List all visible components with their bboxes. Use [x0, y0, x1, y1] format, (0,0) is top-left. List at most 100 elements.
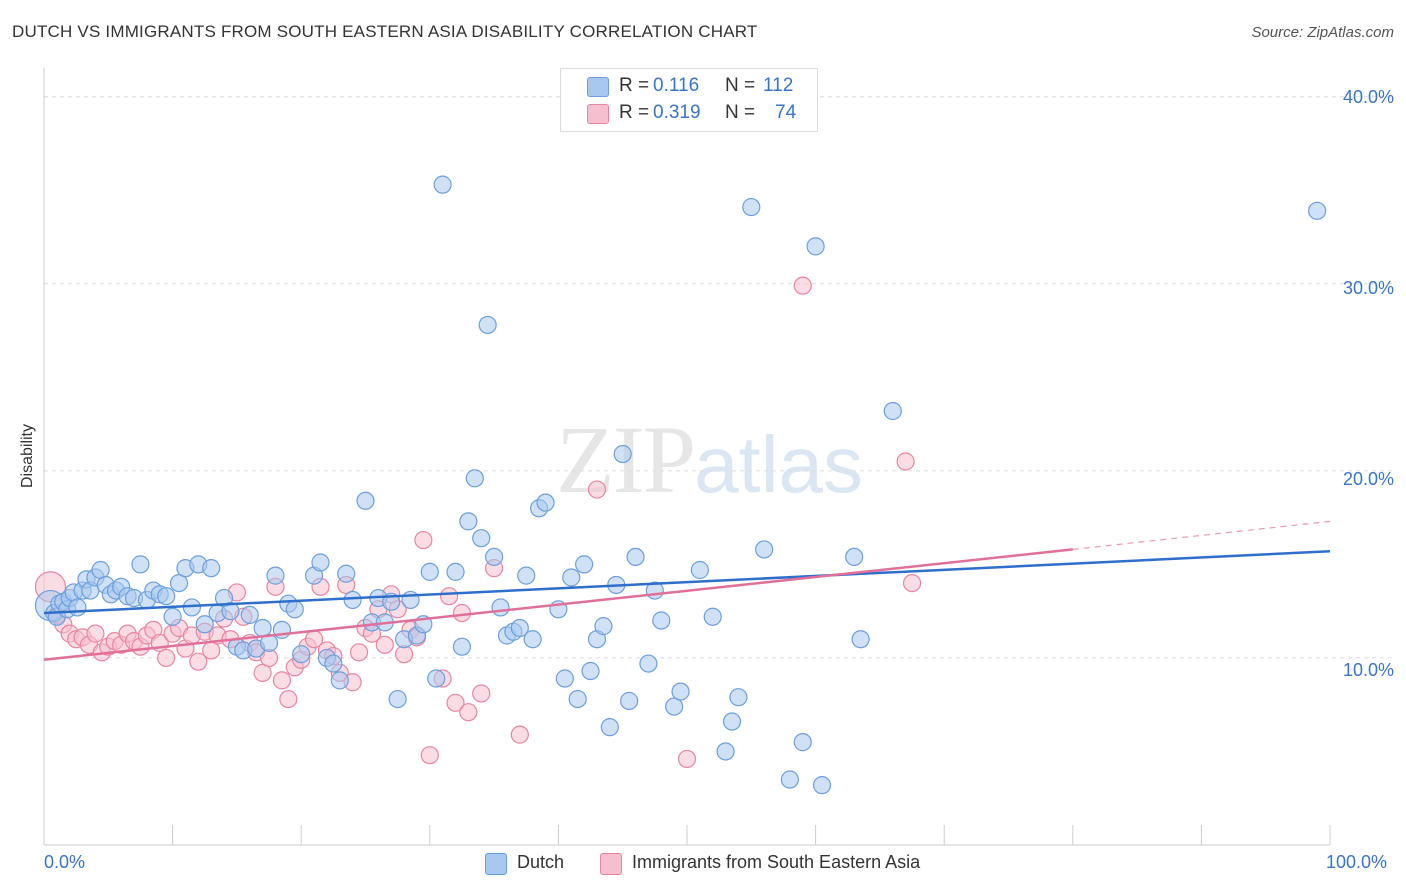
dutch-point	[169, 573, 189, 593]
dutch-point	[388, 689, 407, 709]
n-value: 112	[763, 75, 794, 96]
y-tick-label-20: 20.0%	[1342, 469, 1394, 489]
dutch-point	[793, 733, 812, 752]
asia-point	[279, 689, 298, 709]
dutch-point	[517, 566, 536, 585]
dutch-point	[68, 598, 87, 617]
dutch-point	[157, 587, 176, 606]
asia-point	[349, 643, 369, 662]
asia-trend-extension	[1072, 520, 1331, 551]
dutch-point	[581, 661, 600, 681]
asia-swatch	[587, 104, 609, 124]
dutch-point	[292, 645, 311, 664]
dutch-point	[1308, 201, 1327, 220]
r-label: R =	[619, 102, 650, 123]
dutch-point	[536, 493, 555, 512]
y-tick-label-30: 30.0%	[1342, 278, 1394, 298]
dutch-point	[324, 654, 343, 673]
dutch-point	[478, 315, 497, 335]
legend-label-dutch: Dutch	[517, 852, 565, 872]
asia-point	[446, 693, 465, 712]
asia-point	[375, 635, 394, 654]
dutch-point	[690, 560, 709, 580]
n-label: N =	[725, 102, 756, 123]
dutch-point	[452, 637, 472, 656]
r-label: R =	[619, 75, 650, 96]
source-label: Source: ZipAtlas.com	[1251, 24, 1394, 41]
dutch-point	[330, 671, 349, 690]
watermark-atlas: atlas	[694, 420, 863, 509]
asia-point	[587, 480, 607, 499]
asia-point	[157, 648, 176, 668]
dutch-point	[491, 598, 510, 617]
dutch-point	[568, 689, 587, 709]
dutch-point	[240, 605, 259, 625]
asia-point	[420, 746, 439, 765]
dutch-point	[221, 602, 240, 621]
dutch-point	[202, 559, 221, 578]
legend-label-asia: Immigrants from South Eastern Asia	[632, 852, 921, 872]
dutch-point	[131, 555, 150, 574]
dutch-point	[356, 491, 375, 510]
x-tick-label-max: 100.0%	[1326, 852, 1388, 872]
dutch-point	[639, 654, 658, 673]
asia-point	[272, 671, 292, 690]
dutch-point	[465, 469, 484, 488]
correlation-legend: R = 0.116 N = 112 R = 0.319 N = 74	[560, 68, 818, 132]
dutch-swatch	[587, 77, 609, 97]
dutch-point	[652, 611, 671, 630]
dutch-point	[626, 547, 645, 567]
dutch-point	[613, 444, 632, 464]
asia-point	[459, 703, 478, 722]
dutch-point	[851, 630, 870, 649]
asia-legend-swatch	[600, 853, 622, 875]
dutch-point	[311, 553, 330, 572]
asia-point	[677, 749, 697, 769]
dutch-point	[665, 697, 684, 716]
dutch-point	[716, 742, 735, 761]
dutch-point	[755, 540, 774, 559]
dutch-point	[523, 630, 542, 649]
y-tick-label-10: 10.0%	[1342, 660, 1394, 680]
dutch-point	[703, 607, 722, 626]
chart-title: DUTCH VS IMMIGRANTS FROM SOUTH EASTERN A…	[12, 22, 758, 41]
watermark: ZIPatlas	[556, 404, 863, 515]
asia-point	[452, 603, 472, 623]
asia-trend-line	[43, 548, 1073, 662]
dutch-point	[555, 669, 574, 688]
dutch-point	[337, 564, 356, 583]
dutch-point	[780, 770, 799, 789]
dutch-point	[620, 691, 639, 711]
dutch-point	[343, 590, 362, 610]
dutch-point	[420, 562, 439, 581]
asia-point	[793, 276, 812, 295]
dutch-point	[594, 617, 613, 636]
dutch-point	[562, 568, 581, 587]
dutch-trend-line	[43, 550, 1331, 615]
dutch-point	[510, 618, 529, 638]
asia-point	[472, 684, 491, 703]
r-value: 0.319	[653, 102, 701, 123]
dutch-point	[671, 682, 690, 701]
dutch-point	[266, 566, 285, 585]
dutch-point	[729, 688, 748, 707]
asia-point	[902, 573, 922, 593]
dutch-point	[600, 718, 619, 737]
dutch-point	[722, 712, 742, 731]
y-tick-label-40: 40.0%	[1342, 87, 1394, 107]
r-value: 0.116	[653, 75, 700, 96]
asia-point	[253, 663, 272, 682]
dutch-point	[285, 600, 304, 619]
dutch-point	[485, 547, 504, 567]
dutch-point	[806, 237, 825, 256]
asia-point	[439, 587, 459, 606]
dutch-point	[446, 562, 465, 581]
dutch-legend-swatch	[485, 853, 507, 875]
asia-point	[510, 725, 529, 744]
asia-point	[86, 624, 105, 643]
dutch-point	[163, 607, 182, 626]
dutch-point	[195, 615, 214, 634]
dutch-point	[742, 197, 761, 217]
dutch-point	[883, 401, 902, 421]
dutch-point	[845, 547, 864, 567]
